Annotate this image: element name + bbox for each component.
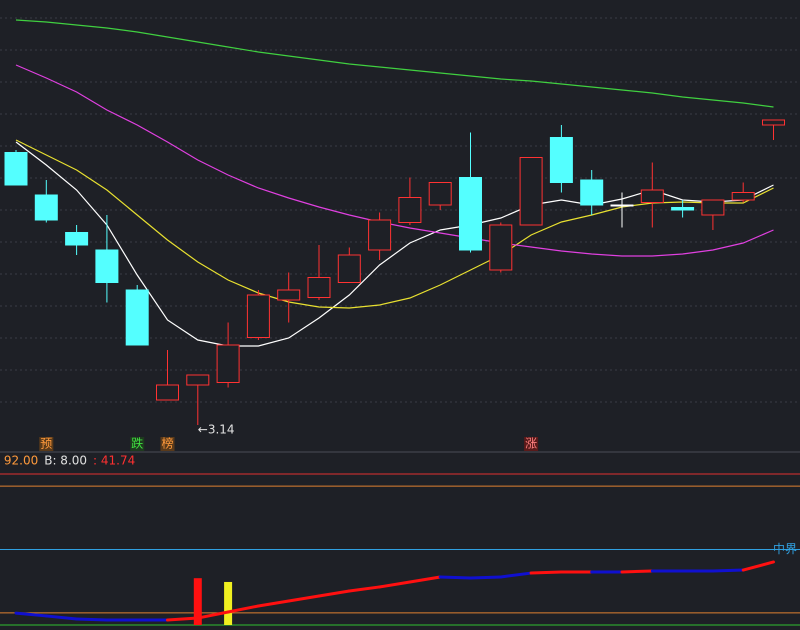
indicator-segment <box>378 580 412 589</box>
candle-body <box>762 119 785 126</box>
candle-body <box>731 192 755 201</box>
candle-body <box>428 182 452 206</box>
candle-body <box>65 232 89 246</box>
indicator-segment <box>256 599 291 608</box>
candle-body <box>368 219 392 251</box>
moving-average-line <box>15 139 774 309</box>
indicator-segment <box>408 575 442 584</box>
signal-badge <box>524 437 539 451</box>
candle-body <box>186 374 210 386</box>
indicator-segment <box>14 611 48 618</box>
candle-body <box>277 289 301 301</box>
candle-body <box>125 289 149 346</box>
indicator-segment <box>287 594 321 603</box>
indicator-segment <box>196 610 230 620</box>
indicator-segment <box>741 560 775 572</box>
candle-body <box>156 384 179 401</box>
indicator-header: B: 8.00 <box>44 454 87 468</box>
indicator-segment <box>44 614 79 621</box>
indicator-segment <box>711 568 745 573</box>
indicator-segment <box>469 575 503 580</box>
signal-badge-text: 榜 <box>161 436 173 451</box>
candle-body <box>549 137 573 183</box>
level-label: 中界 <box>773 541 797 556</box>
candle-body <box>398 197 422 223</box>
candle-body <box>701 199 725 216</box>
indicator-segment <box>529 570 563 575</box>
indicator-segment <box>438 575 472 580</box>
candle-body <box>34 194 58 221</box>
candle-body <box>580 179 604 206</box>
candle-body <box>640 189 664 203</box>
candle-body <box>459 177 482 251</box>
signal-badge-text: 涨 <box>525 436 537 451</box>
candle-body <box>337 254 361 283</box>
signal-badge-text: 预 <box>40 437 52 451</box>
candle-body <box>307 277 331 298</box>
signal-badge-text: 跌 <box>131 436 143 451</box>
candle-body <box>4 152 28 186</box>
indicator-segment <box>226 604 260 614</box>
indicator-segment <box>75 617 109 622</box>
indicator-header: : 41.74 <box>93 454 135 468</box>
candle-body <box>519 157 543 226</box>
candle-body <box>610 204 634 207</box>
indicator-header: : 92.00 <box>0 454 38 468</box>
candle-body <box>95 249 119 283</box>
indicator-segment <box>620 569 654 574</box>
candle-body <box>671 207 695 211</box>
candle-body <box>489 224 513 271</box>
signal-badge <box>39 437 54 451</box>
candle-body <box>216 344 240 383</box>
signal-bar <box>224 581 233 625</box>
low-price-label: ←3.14 <box>198 423 235 437</box>
candle-body <box>246 294 270 338</box>
indicator-segment <box>317 589 351 598</box>
signal-bar <box>193 578 202 625</box>
indicator-segment <box>347 585 382 593</box>
signal-badge <box>160 437 175 451</box>
moving-average-line <box>15 64 774 257</box>
indicator-segment <box>499 571 533 579</box>
indicator-segment <box>166 616 200 622</box>
moving-average-line <box>15 19 774 108</box>
signal-badge <box>130 437 145 451</box>
